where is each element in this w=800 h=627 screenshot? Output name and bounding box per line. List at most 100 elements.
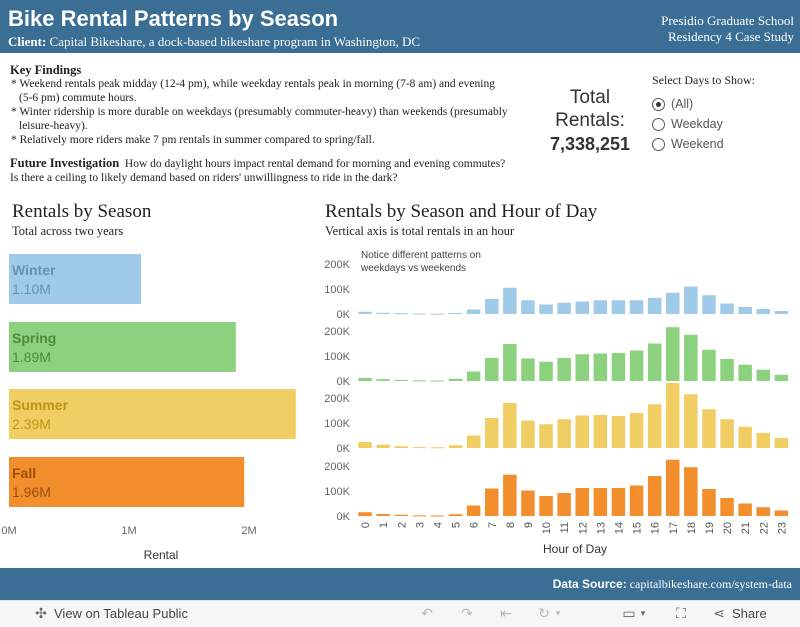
hourly-bar <box>430 515 445 517</box>
season-bar-label: Winter <box>12 262 56 278</box>
key-findings-title: Key Findings <box>10 63 82 77</box>
season-bar-chart[interactable]: Winter 1.10M Spring 1.89M Summer 2.39M Fall 1.9… <box>0 240 320 570</box>
hour-tick-label: 12 <box>577 522 589 534</box>
hourly-chart-subtitle: Vertical axis is total rentals in an hou… <box>325 224 515 238</box>
hourly-bar <box>738 503 752 516</box>
hourly-bar <box>376 514 390 516</box>
hourly-bar <box>448 378 463 381</box>
filter-option-all[interactable]: (All) <box>652 94 755 114</box>
hourly-bar <box>629 485 644 516</box>
hourly-bar <box>557 493 571 516</box>
hourly-bar <box>720 419 734 448</box>
hour-tick-label: 1 <box>378 522 390 528</box>
refresh-button[interactable]: ↻ ▾ <box>535 605 563 622</box>
filter-option-label: (All) <box>671 97 694 111</box>
hour-tick-label: 16 <box>650 522 662 534</box>
hourly-bar <box>539 304 553 314</box>
redo-button[interactable]: ↷ <box>458 605 476 622</box>
hourly-bar <box>774 510 789 516</box>
share-button[interactable]: ⋖ Share <box>710 605 767 622</box>
hourly-bar <box>611 416 626 448</box>
hourly-bar <box>593 488 608 516</box>
hourly-bar <box>430 313 445 315</box>
hourly-bar <box>394 313 408 315</box>
hourly-bar <box>647 343 662 381</box>
hour-tick-label: 8 <box>505 522 517 528</box>
hourly-bar-chart[interactable]: 0K 100K 200K 0K 100K 200K 0K 100K 200K 0K 100K 200K… <box>320 240 800 570</box>
x-tick-label: 0M <box>1 525 16 537</box>
hourly-bar <box>485 299 499 314</box>
hourly-bar <box>647 404 662 448</box>
filter-option-weekend[interactable]: Weekend <box>652 134 755 154</box>
hourly-bar <box>684 334 698 381</box>
hourly-bar <box>593 300 608 314</box>
hour-tick-label: 22 <box>758 522 770 534</box>
hourly-bar <box>593 353 608 381</box>
revert-button[interactable]: ⇤ <box>497 605 515 622</box>
view-on-tableau-label: View on Tableau Public <box>54 606 188 621</box>
hourly-bar <box>376 312 390 314</box>
tableau-logo-icon: ✣ <box>35 605 47 621</box>
y-tick-label: 0K <box>337 309 351 321</box>
x-axis-label: Hour of Day <box>543 542 607 556</box>
radio-icon[interactable] <box>652 117 665 131</box>
hourly-bar <box>448 445 463 448</box>
hourly-bar <box>557 302 571 314</box>
x-tick-label: 1M <box>121 525 136 537</box>
hourly-bar <box>430 447 445 449</box>
day-filter-title: Select Days to Show: <box>652 73 755 87</box>
season-bar-value: 2.39M <box>12 416 51 432</box>
hourly-bar <box>738 364 752 381</box>
radio-selected-icon[interactable] <box>652 97 665 111</box>
hourly-bar <box>503 474 517 516</box>
x-tick-label: 2M <box>241 525 256 537</box>
hourly-bar <box>666 327 680 381</box>
hour-tick-label: 9 <box>523 522 535 528</box>
season-bar <box>9 322 236 372</box>
finding-item: * Winter ridership is more durable on we… <box>11 106 508 132</box>
download-button[interactable]: ▭ ▾ <box>620 605 648 622</box>
hourly-bar <box>611 300 626 314</box>
season-bar-chart-svg: Winter 1.10M Spring 1.89M Summer 2.39M Fall 1.9… <box>1 254 296 562</box>
hourly-bar <box>647 476 662 516</box>
hourly-bar <box>702 295 716 314</box>
hourly-bar <box>521 358 535 381</box>
hourly-bar <box>412 313 427 315</box>
download-icon: ▭ <box>622 605 636 621</box>
hourly-bar <box>593 415 608 448</box>
hourly-bar <box>756 507 770 516</box>
fullscreen-button[interactable]: ⛶ <box>672 605 690 622</box>
fullscreen-icon: ⛶ <box>676 605 686 621</box>
y-tick-label: 200K <box>324 461 350 473</box>
radio-icon[interactable] <box>652 137 665 151</box>
season-bar-value: 1.10M <box>12 281 51 297</box>
filter-option-weekday[interactable]: Weekday <box>652 114 755 134</box>
hourly-bar <box>485 358 499 381</box>
client-text: Capital Bikeshare, a dock-based bikeshar… <box>49 34 421 49</box>
hourly-bar <box>539 361 553 381</box>
hourly-bar <box>503 403 517 448</box>
season-bar <box>9 254 141 304</box>
hour-tick-label: 0 <box>360 522 372 528</box>
hourly-bar <box>358 512 372 516</box>
hourly-bar <box>539 424 553 448</box>
hourly-bar <box>412 380 427 382</box>
hour-tick-label: 21 <box>740 522 752 534</box>
annotation-line: weekdays vs weekends <box>360 263 466 274</box>
future-investigation-title: Future Investigation <box>10 156 120 170</box>
season-chart-title: Rentals by Season <box>12 201 152 222</box>
hourly-bar <box>684 394 698 448</box>
data-source-link[interactable]: capitalbikeshare.com/system-data <box>629 577 792 591</box>
hour-tick-label: 5 <box>451 522 463 528</box>
hourly-bar <box>684 286 698 314</box>
chart-annotation: Notice different patterns on weekdays vs … <box>360 250 481 274</box>
hourly-bar <box>738 307 752 314</box>
hourly-bar <box>448 313 463 314</box>
hour-tick-label: 3 <box>414 522 426 528</box>
hourly-bar <box>575 415 589 448</box>
chevron-down-icon: ▾ <box>555 608 561 618</box>
view-on-tableau-button[interactable]: ✣ View on Tableau Public <box>32 605 188 622</box>
y-tick-label: 100K <box>324 486 350 498</box>
hourly-bar <box>430 380 445 382</box>
undo-button[interactable]: ↶ <box>418 605 436 622</box>
